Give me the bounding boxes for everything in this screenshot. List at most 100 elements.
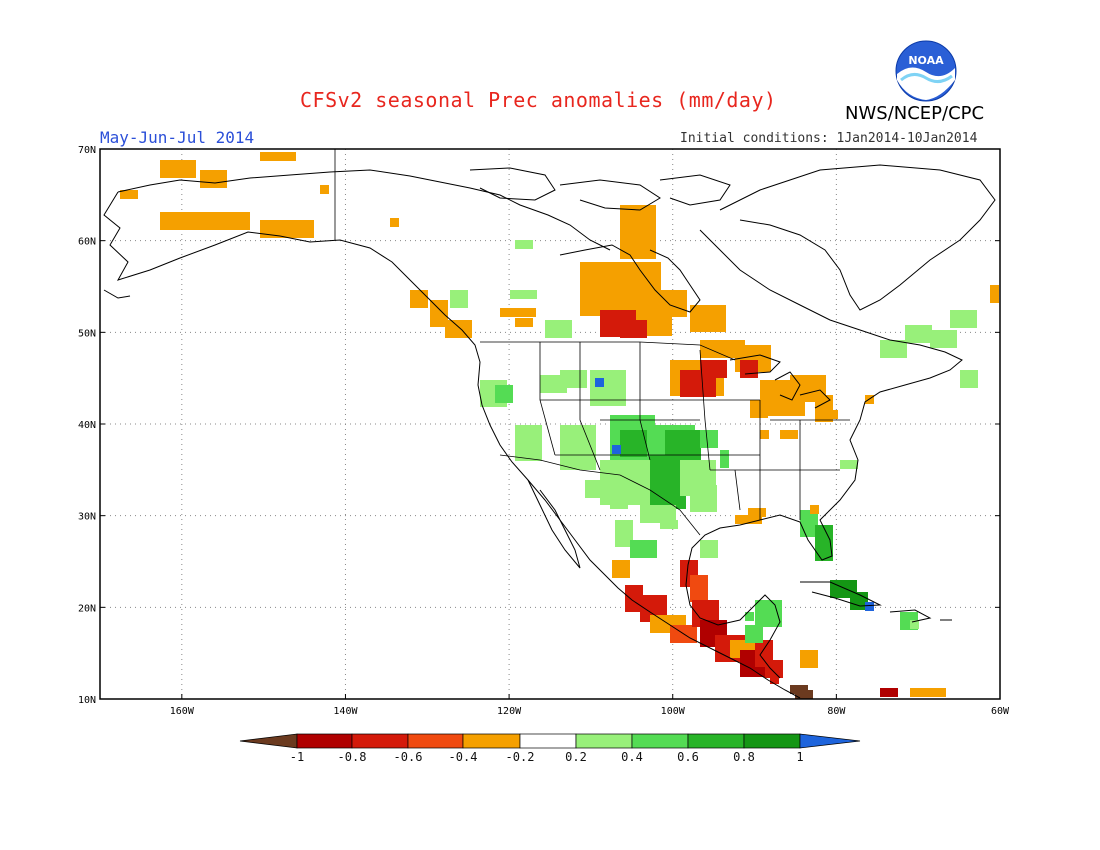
anomaly-cell <box>545 329 554 338</box>
anomaly-cell <box>223 221 232 230</box>
anomaly-cell <box>654 309 663 318</box>
anomaly-cell <box>757 508 766 517</box>
anomaly-cell <box>709 638 718 647</box>
anomaly-cell <box>809 510 818 519</box>
anomaly-cell <box>600 328 609 337</box>
anomaly-cell <box>969 370 978 379</box>
anomaly-cell <box>638 223 647 232</box>
anomaly-cell <box>755 649 764 658</box>
anomaly-cell <box>754 625 763 634</box>
anomaly-cell <box>910 620 919 629</box>
anomaly-cell <box>699 323 708 332</box>
anomaly-cell <box>178 212 187 221</box>
anomaly-cell <box>707 478 716 487</box>
coastline-segment <box>774 371 801 401</box>
anomaly-cell <box>648 549 657 558</box>
anomaly-cell <box>898 340 907 349</box>
anomaly-cell <box>636 469 645 478</box>
anomaly-cell <box>700 340 709 349</box>
anomaly-cell <box>160 169 169 178</box>
colorbar-swatch <box>631 733 689 749</box>
coastline-segment <box>117 169 611 251</box>
anomaly-cell <box>701 609 710 618</box>
anomaly-cell <box>654 318 663 327</box>
anomaly-cell <box>839 589 848 598</box>
anomaly-cell <box>765 669 774 678</box>
anomaly-cell <box>624 529 633 538</box>
anomaly-cell <box>774 660 783 669</box>
anomaly-cell <box>889 349 898 358</box>
anomaly-cell <box>688 625 697 634</box>
anomaly-cell <box>634 594 643 603</box>
anomaly-cell <box>598 271 607 280</box>
lon-tick-label: 160W <box>170 706 195 717</box>
anomaly-cell <box>677 455 686 464</box>
coastline-segment <box>719 164 996 311</box>
colorbar-label: 0.4 <box>621 750 643 764</box>
anomaly-cell <box>515 318 524 327</box>
anomaly-cell <box>616 262 625 271</box>
anomaly-cell <box>609 487 618 496</box>
anomaly-cell <box>645 487 654 496</box>
anomaly-cell <box>645 478 654 487</box>
anomaly-cell <box>717 305 726 314</box>
anomaly-cell <box>205 212 214 221</box>
anomaly-cell <box>718 369 727 378</box>
anomaly-cell <box>715 644 724 653</box>
lat-tick-label: 50N <box>78 328 96 339</box>
anomaly-cell <box>278 152 287 161</box>
anomaly-cell <box>598 289 607 298</box>
anomaly-cell <box>615 529 624 538</box>
anomaly-cell <box>708 323 717 332</box>
anomaly-cell <box>707 388 716 397</box>
anomaly-cell <box>668 615 677 624</box>
anomaly-cell <box>515 452 524 461</box>
anomaly-cell <box>809 519 818 528</box>
anomaly-cell <box>515 443 524 452</box>
anomaly-cell <box>629 214 638 223</box>
anomaly-cell <box>670 634 679 643</box>
anomaly-cell <box>627 478 636 487</box>
anomaly-cell <box>528 290 537 299</box>
anomaly-cell <box>587 425 596 434</box>
anomaly-cell <box>718 620 727 629</box>
anomaly-cell <box>595 378 604 387</box>
anomaly-cell <box>630 540 639 549</box>
anomaly-cell <box>287 152 296 161</box>
anomaly-cell <box>495 394 504 403</box>
anomaly-cell <box>778 380 787 389</box>
anomaly-cell <box>849 460 858 469</box>
anomaly-cell <box>755 618 764 627</box>
anomaly-cell <box>717 314 726 323</box>
anomaly-cell <box>638 329 647 338</box>
anomaly-cell <box>634 585 643 594</box>
anomaly-cell <box>643 271 652 280</box>
anomaly-cell <box>698 478 707 487</box>
anomaly-cell <box>563 329 572 338</box>
anomaly-cell <box>659 425 668 434</box>
anomaly-cell <box>715 387 724 396</box>
anomaly-cell <box>799 375 808 384</box>
noaa-logo: NOAA <box>895 40 957 102</box>
anomaly-cell <box>560 452 569 461</box>
anomaly-cell <box>214 221 223 230</box>
anomaly-cell <box>569 452 578 461</box>
anomaly-cell <box>718 349 727 358</box>
anomaly-cell <box>759 400 768 409</box>
anomaly-cell <box>560 461 569 470</box>
map-gridlines <box>100 149 1000 699</box>
anomaly-cell <box>648 540 657 549</box>
anomaly-cell <box>609 310 618 319</box>
anomaly-cell <box>629 232 638 241</box>
anomaly-cell <box>670 378 679 387</box>
anomaly-cell <box>840 460 849 469</box>
anomaly-cell <box>658 604 667 613</box>
anomaly-cell <box>590 388 599 397</box>
anomaly-cell <box>619 424 628 433</box>
anomaly-cell <box>629 439 638 448</box>
anomaly-cell <box>612 445 621 454</box>
anomaly-cell <box>196 221 205 230</box>
anomaly-cell <box>620 430 629 439</box>
anomaly-cell <box>824 395 833 404</box>
